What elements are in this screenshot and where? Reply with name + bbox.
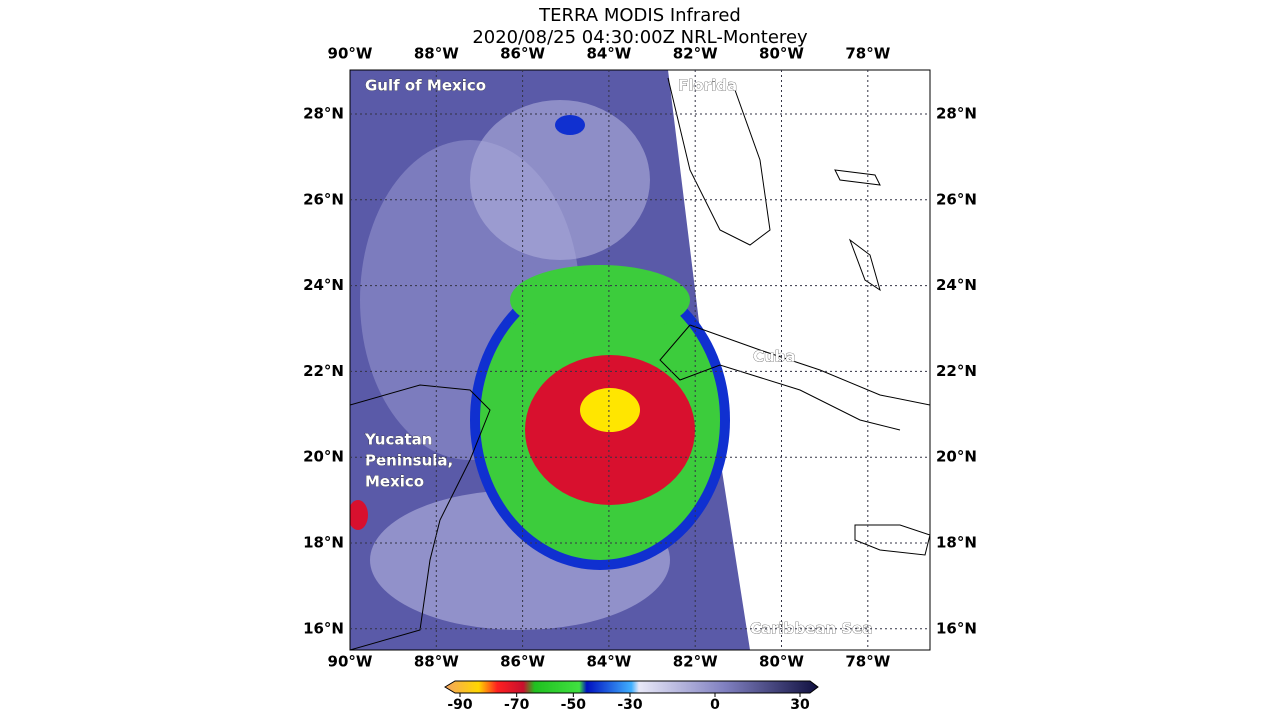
latitude-label: 28°N: [303, 105, 344, 123]
latitude-label: 20°N: [936, 448, 977, 466]
longitude-label: 80°W: [759, 45, 804, 63]
place-label: Florida: [678, 77, 737, 95]
title-line: TERRA MODIS Infrared: [538, 5, 741, 26]
longitude-label: 82°W: [673, 45, 718, 63]
colorbar-tick-label: 30: [790, 697, 810, 713]
longitude-label: 78°W: [845, 45, 890, 63]
longitude-label: 86°W: [500, 45, 545, 63]
longitude-label: 90°W: [328, 45, 373, 63]
place-label: Cuba: [753, 348, 796, 366]
latitude-label: 26°N: [303, 190, 344, 208]
latitude-label: 22°N: [936, 362, 977, 380]
longitude-label: 86°W: [500, 653, 545, 671]
longitude-label: 84°W: [586, 45, 631, 63]
latitude-label: 18°N: [303, 534, 344, 552]
colorbar-tick-label: -50: [561, 697, 587, 713]
latitude-label: 20°N: [303, 448, 344, 466]
longitude-label: 84°W: [586, 653, 631, 671]
longitude-label: 88°W: [414, 653, 459, 671]
latitude-label: 26°N: [936, 190, 977, 208]
place-label: Peninsula,: [365, 452, 453, 470]
longitude-label: 78°W: [845, 653, 890, 671]
colorbar: [444, 680, 819, 694]
longitude-label: 80°W: [759, 653, 804, 671]
latitude-label: 16°N: [303, 619, 344, 637]
latitude-label: 16°N: [936, 619, 977, 637]
colorbar-tick-label: 0: [710, 697, 720, 713]
satellite-image: [350, 70, 930, 650]
colorbar-tick-label: -30: [617, 697, 643, 713]
longitude-label: 90°W: [328, 653, 373, 671]
latitude-label: 28°N: [936, 105, 977, 123]
latitude-label: 18°N: [936, 534, 977, 552]
place-label: Yucatan: [364, 431, 432, 449]
title-line: 2020/08/25 04:30:00Z NRL-Monterey: [472, 27, 808, 48]
latitude-label: 24°N: [936, 276, 977, 294]
latitude-label: 22°N: [303, 362, 344, 380]
place-label: Gulf of Mexico: [365, 77, 486, 95]
map-frame: [349, 69, 931, 651]
longitude-label: 88°W: [414, 45, 459, 63]
place-label: Mexico: [365, 473, 424, 491]
latitude-label: 24°N: [303, 276, 344, 294]
colorbar-tick-label: -90: [447, 697, 473, 713]
longitude-label: 82°W: [673, 653, 718, 671]
colorbar-tick-label: -70: [504, 697, 530, 713]
